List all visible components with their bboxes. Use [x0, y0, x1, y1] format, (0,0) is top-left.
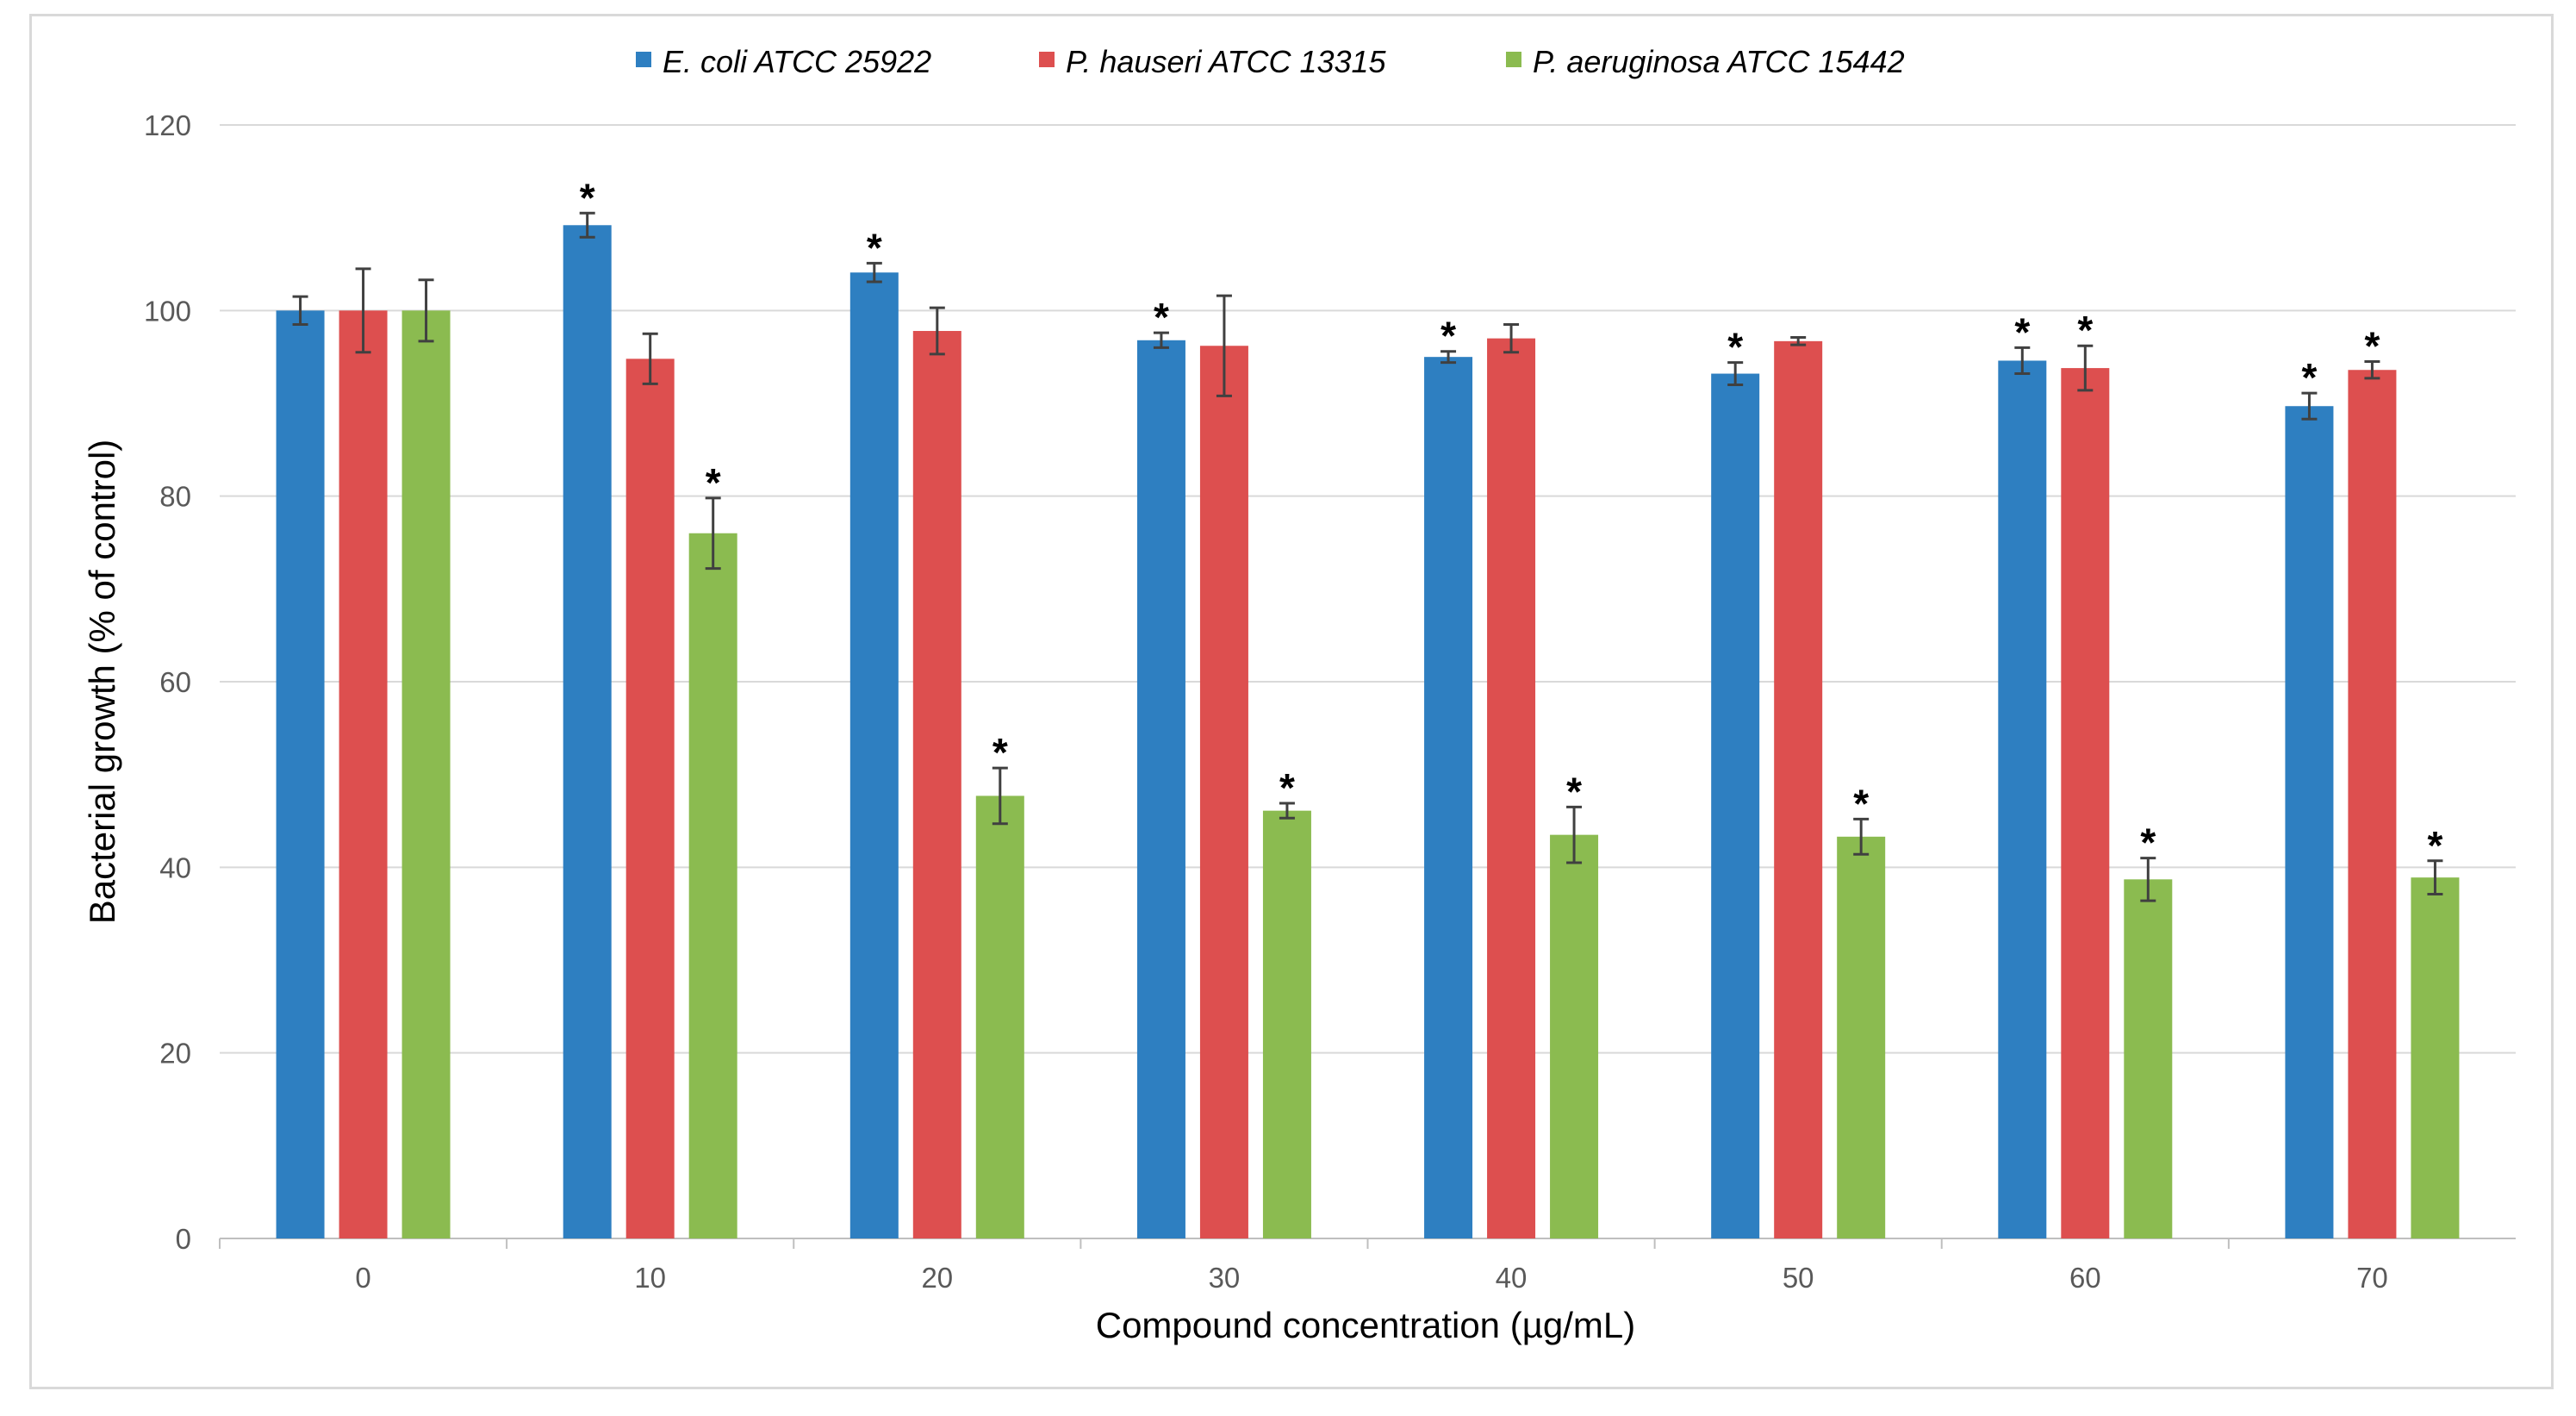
legend-label: P. aeruginosa ATCC 15442 — [1533, 44, 1905, 79]
y-tick-label: 80 — [159, 481, 191, 513]
bar — [688, 533, 737, 1238]
bar — [1837, 836, 1886, 1238]
bar — [339, 310, 388, 1238]
bar — [625, 359, 675, 1238]
bar — [1711, 373, 1760, 1239]
bar — [1774, 340, 1823, 1239]
legend-swatch — [1506, 52, 1521, 67]
significance-marker: * — [992, 730, 1008, 775]
legend-label: P. hauseri ATCC 13315 — [1066, 44, 1387, 79]
bar — [1136, 340, 1185, 1239]
bar — [2124, 879, 2173, 1238]
significance-marker: * — [2364, 324, 2380, 369]
bar — [1998, 360, 2047, 1238]
bar — [1487, 338, 1536, 1239]
x-tick-label: 20 — [921, 1262, 953, 1294]
bar — [276, 310, 325, 1238]
significance-marker: * — [2140, 820, 2156, 865]
bar — [563, 225, 612, 1238]
x-tick-label: 40 — [1496, 1262, 1528, 1294]
significance-marker: * — [2077, 308, 2093, 352]
y-tick-label: 0 — [176, 1223, 191, 1255]
bar — [401, 310, 451, 1238]
significance-marker: * — [580, 175, 595, 220]
x-axis-title: Compound concentration (µg/mL) — [1096, 1305, 1636, 1345]
x-tick-label: 60 — [2069, 1262, 2101, 1294]
significance-marker: * — [2014, 309, 2030, 354]
bar — [849, 272, 899, 1239]
significance-marker: * — [1154, 295, 1169, 340]
significance-marker: * — [706, 460, 721, 505]
y-tick-label: 120 — [144, 109, 191, 141]
bar — [1262, 810, 1311, 1238]
bar — [1424, 357, 1473, 1239]
bar — [2285, 406, 2334, 1239]
x-tick-label: 0 — [355, 1262, 370, 1294]
significance-marker: * — [2427, 823, 2442, 868]
bar — [2061, 368, 2110, 1238]
y-tick-label: 40 — [159, 851, 191, 883]
significance-marker: * — [1279, 765, 1295, 810]
bar — [1199, 346, 1248, 1238]
x-tick-label: 50 — [1783, 1262, 1814, 1294]
x-tick-label: 70 — [2356, 1262, 2388, 1294]
legend-label: E. coli ATCC 25922 — [663, 44, 931, 79]
significance-marker: * — [867, 225, 882, 270]
bar — [975, 795, 1024, 1238]
significance-marker: * — [1566, 769, 1582, 814]
bar — [2348, 370, 2397, 1238]
significance-marker: * — [1727, 325, 1743, 370]
bar — [2411, 877, 2460, 1238]
significance-marker: * — [1440, 314, 1456, 359]
x-tick-label: 10 — [634, 1262, 666, 1294]
y-tick-label: 60 — [159, 666, 191, 698]
y-axis-title: Bacterial growth (% of control) — [82, 440, 122, 925]
bar — [912, 331, 961, 1238]
y-tick-label: 20 — [159, 1038, 191, 1070]
bar — [1550, 834, 1599, 1238]
legend-swatch — [636, 52, 651, 67]
significance-marker: * — [1853, 781, 1869, 826]
y-tick-label: 100 — [144, 295, 191, 327]
significance-marker: * — [2301, 355, 2317, 400]
x-tick-label: 30 — [1209, 1262, 1241, 1294]
legend-swatch — [1039, 52, 1055, 67]
